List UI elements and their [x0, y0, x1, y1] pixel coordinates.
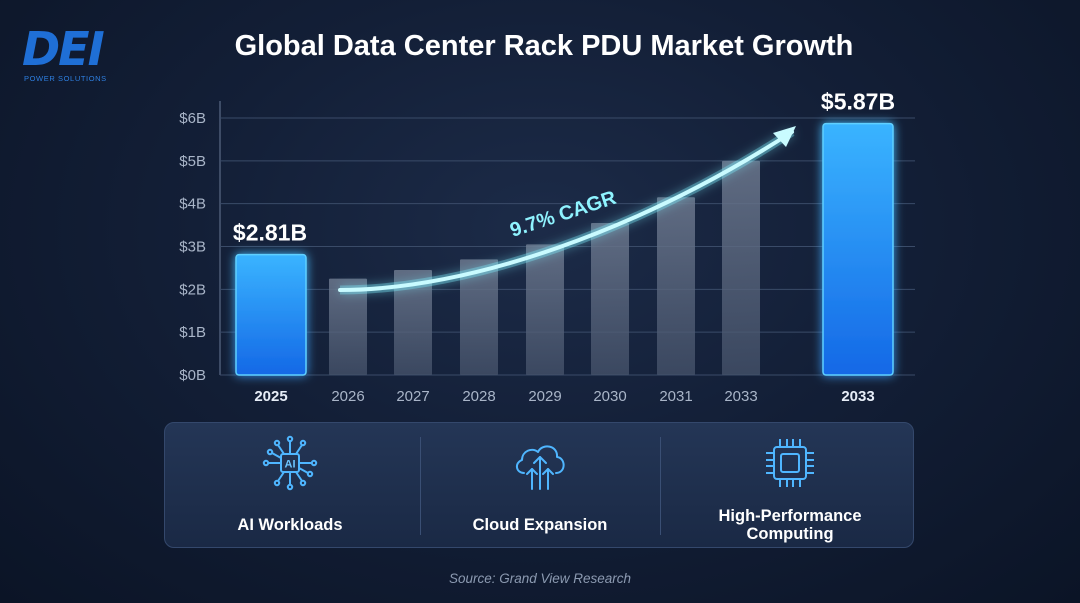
y-tick-label: $6B: [179, 110, 206, 127]
processor-icon: [766, 439, 814, 487]
bar-2028: [460, 259, 498, 375]
y-tick-label: $3B: [179, 239, 206, 256]
bar-value-label: $2.81B: [233, 220, 307, 246]
y-tick-label: $5B: [179, 153, 206, 170]
divider: [660, 437, 661, 535]
y-tick-label: $1B: [179, 324, 206, 341]
growth-drivers-panel: AI AI Workloads Cloud Expansion: [164, 422, 914, 548]
cloud-upload-icon: [516, 445, 565, 490]
brand-logo: DEI POWER SOLUTIONS: [22, 24, 124, 86]
logo-wordmark: DEI: [22, 22, 105, 76]
x-tick-label: 2033: [841, 388, 874, 405]
bar-2029: [526, 244, 564, 375]
bar-2027: [394, 270, 432, 375]
x-tick-label: 2030: [593, 388, 626, 405]
driver-hpc: High-Performance Computing: [665, 423, 915, 549]
bar-chart: $0B $1B $2B $3B $4B $5B $6B 2025 $2.81B 2026 2027…: [179, 89, 915, 405]
x-tick-label: 2027: [396, 388, 429, 405]
x-tick-label: 2031: [659, 388, 692, 405]
ai-chip-icon: AI: [262, 435, 318, 491]
y-tick-label: $2B: [179, 281, 206, 298]
bar-2033: [822, 122, 894, 376]
bar-2031: [657, 197, 695, 375]
svg-text:AI: AI: [285, 459, 296, 471]
arrow-head-icon: [773, 126, 796, 147]
source-note: Source: Grand View Research: [448, 571, 632, 586]
cagr-arrow: [338, 130, 794, 292]
chart-title: Global Data Center Rack PDU Market Growt…: [234, 30, 854, 62]
x-tick-label: 2026: [331, 388, 364, 405]
logo-tagline: POWER SOLUTIONS: [24, 74, 107, 83]
y-tick-label: $4B: [179, 196, 206, 213]
divider: [420, 437, 421, 535]
x-tick-label: 2029: [528, 388, 561, 405]
driver-label: Cloud Expansion: [472, 516, 608, 534]
x-tick-label: 2033: [724, 388, 757, 405]
bar-2033: [722, 160, 760, 375]
driver-cloud-expansion: Cloud Expansion: [415, 423, 665, 549]
y-tick-label: $0B: [179, 367, 206, 384]
driver-ai-workloads: AI AI Workloads: [165, 423, 415, 549]
driver-label-line-1: High-Performance: [718, 507, 862, 525]
bar-2030: [591, 222, 629, 375]
x-tick-label: 2025: [254, 388, 287, 405]
driver-label: AI Workloads: [237, 516, 343, 534]
driver-label-line-2: Computing: [746, 525, 834, 543]
bar-value-label: $5.87B: [821, 89, 895, 115]
bar-2026: [329, 278, 367, 375]
x-tick-label: 2028: [462, 388, 495, 405]
bar-2025: [235, 253, 307, 376]
